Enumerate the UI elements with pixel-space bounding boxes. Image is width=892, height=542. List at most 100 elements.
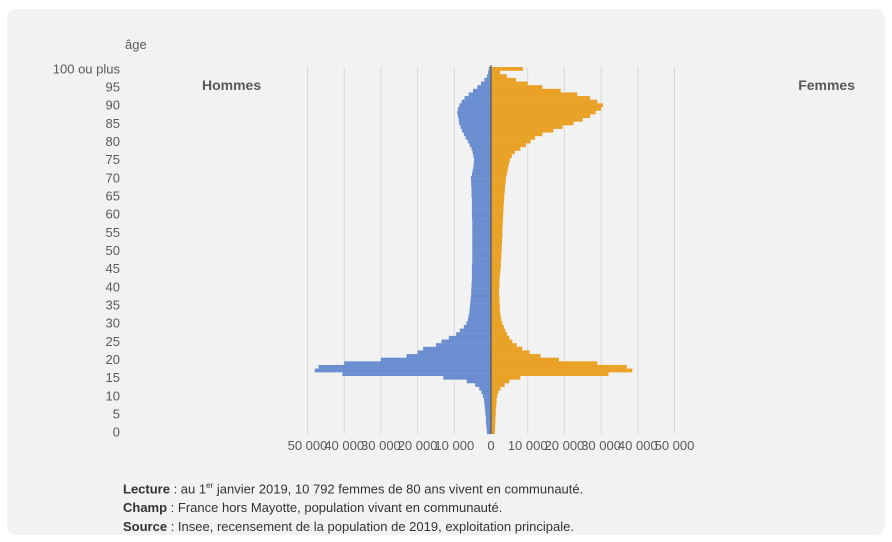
x-tick-label: 40 000 [324,438,364,453]
bar-hommes [470,295,491,300]
bar-femmes [491,361,598,366]
bar-hommes [457,106,491,111]
bar-femmes [491,324,504,329]
bar-hommes [460,125,491,129]
y-tick-label: 40 [106,279,120,294]
bar-femmes [491,415,496,420]
bar-femmes [491,85,543,89]
bar-femmes [491,172,507,177]
y-tick-label: 100 ou plus [53,61,121,76]
bar-femmes [491,288,500,293]
bar-femmes [491,161,509,166]
bar-femmes [491,270,501,275]
bar-femmes [491,328,506,333]
bar-hommes [465,136,491,140]
bar-femmes [491,194,505,198]
bar-femmes [491,154,512,158]
bar-hommes [486,430,491,435]
bar-hommes [471,146,491,151]
bar-femmes [491,379,510,384]
bar-femmes [491,350,530,355]
bar-hommes [473,154,491,158]
bar-hommes [318,364,491,369]
bars [314,67,633,435]
bar-femmes [491,212,504,217]
y-tick-label: 15 [106,370,120,385]
bar-hommes [486,74,491,79]
x-tick-label: 0 [487,438,494,453]
bar-hommes [466,379,491,384]
series-label-femmes: Femmes [798,77,855,93]
bar-femmes [491,368,633,373]
bar-hommes [484,77,491,82]
x-tick-label: 10 000 [434,438,474,453]
bar-hommes [471,263,491,268]
bar-femmes [491,241,503,246]
bar-femmes [491,346,523,351]
bar-hommes [485,412,491,416]
y-tick-label: 70 [106,170,120,185]
bar-hommes [466,321,491,326]
bar-hommes [462,128,491,133]
y-tick-label: 5 [113,407,120,422]
bar-femmes [491,74,507,79]
bar-hommes [344,361,491,366]
bar-hommes [479,386,491,391]
y-tick-label: 25 [106,334,120,349]
bar-femmes [491,401,497,406]
bar-femmes [491,252,502,257]
note-source-label: Source [123,519,168,535]
bar-hommes [471,266,491,271]
bar-femmes [491,96,591,100]
bar-hommes [471,172,491,177]
y-tick-label: 45 [106,261,120,276]
bar-hommes [471,274,491,278]
bar-femmes [491,208,504,213]
note-champ-text: : France hors Mayotte, population vivant… [167,500,503,516]
y-tick-label: 80 [106,134,120,149]
bar-femmes [491,285,500,289]
bar-femmes [491,357,559,362]
bar-hommes [469,306,491,311]
bar-hommes [469,143,491,148]
y-tick-label: 50 [106,243,120,258]
bar-hommes [314,368,491,373]
bar-femmes [491,343,517,347]
bar-femmes [491,81,528,86]
bar-hommes [467,317,491,322]
bar-femmes [491,157,511,162]
note-champ: Champ : France hors Mayotte, population … [123,498,583,517]
bar-femmes [491,168,508,173]
bar-femmes [491,190,505,195]
bar-hommes [485,415,491,420]
bar-hommes [471,212,491,217]
bar-hommes [463,324,491,329]
bar-hommes [488,70,491,75]
bar-femmes [491,67,523,71]
bar-hommes [472,259,491,264]
x-tick-label: 30 000 [581,438,621,453]
bar-femmes [491,143,526,148]
bar-hommes [472,248,491,253]
bar-hommes [463,132,491,137]
bar-hommes [471,197,491,202]
bar-hommes [435,343,491,347]
bar-femmes [491,372,609,377]
bar-femmes [491,299,500,304]
bar-hommes [468,92,491,97]
bar-femmes [491,408,496,413]
bar-femmes [491,201,504,206]
bar-hommes [471,288,491,293]
bar-hommes [472,150,491,155]
bar-femmes [491,132,543,137]
bar-hommes [472,241,491,246]
bar-femmes [491,125,563,129]
y-tick-label: 85 [106,116,120,131]
y-axis-label: âge [125,37,147,52]
bar-hommes [484,401,491,406]
bar-femmes [491,321,503,326]
bar-hommes [485,419,491,424]
bar-femmes [491,263,501,268]
bar-femmes [491,114,591,119]
bar-femmes [491,354,541,358]
